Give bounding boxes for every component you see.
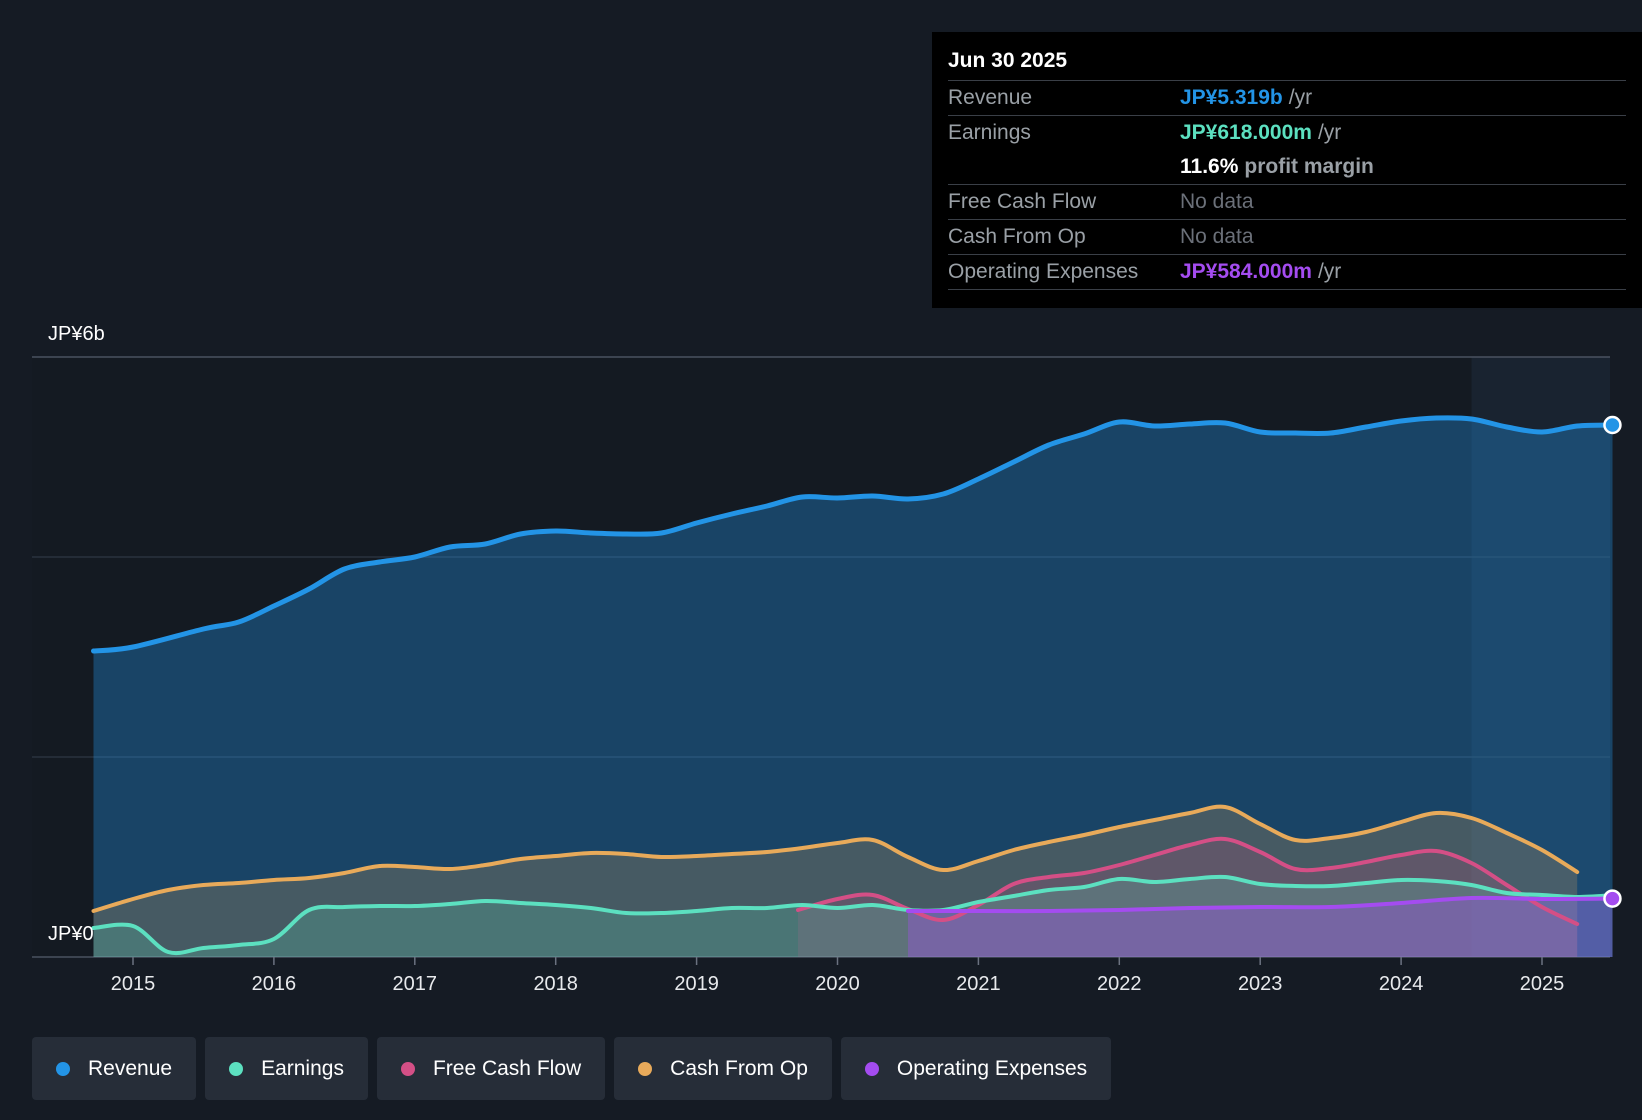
marker-revenue	[1603, 415, 1622, 435]
series-lines	[91, 415, 1622, 956]
legend-label: Cash From Op	[670, 1056, 808, 1080]
x-tick-label: 2024	[1379, 973, 1424, 995]
x-tick-label: 2021	[956, 973, 1001, 995]
y-axis-bottom-label: JP¥0	[48, 923, 94, 945]
x-tick-label: 2015	[111, 973, 156, 995]
tooltip-row-cfo: Cash From Op No data	[948, 220, 1626, 255]
tooltip-value: No data	[1180, 225, 1254, 248]
line-earnings	[91, 874, 1615, 956]
line-cfo	[91, 804, 1580, 913]
tooltip-value: JP¥584.000m	[1180, 260, 1312, 283]
tooltip: Jun 30 2025 Revenue JP¥5.319b /yr Earnin…	[932, 32, 1642, 308]
tooltip-unit: /yr	[1288, 86, 1313, 109]
area-revenue	[93, 417, 1613, 957]
x-tick-label: 2016	[252, 973, 297, 995]
tooltip-value: JP¥618.000m	[1180, 121, 1312, 144]
grid	[32, 356, 1610, 958]
area-earnings	[93, 876, 1613, 957]
line-opex	[906, 895, 1615, 914]
tooltip-label: Earnings	[948, 121, 1031, 144]
x-tick-label: 2020	[815, 973, 860, 995]
tooltip-row-revenue: Revenue JP¥5.319b /yr	[948, 81, 1626, 116]
tooltip-label: Cash From Op	[948, 225, 1086, 248]
tooltip-value: JP¥5.319b	[1180, 86, 1283, 109]
legend-dot-icon	[229, 1061, 244, 1076]
tooltip-label: Operating Expenses	[948, 260, 1139, 283]
area-opex	[908, 897, 1613, 957]
legend-label: Earnings	[261, 1056, 344, 1080]
tooltip-date: Jun 30 2025	[948, 46, 1626, 81]
tooltip-value: 11.6%	[1180, 155, 1239, 178]
plot-background	[32, 357, 1610, 957]
tooltip-label: Free Cash Flow	[948, 190, 1097, 213]
tooltip-row-earnings: Earnings JP¥618.000m /yr	[948, 116, 1626, 150]
area-fcf	[798, 838, 1578, 957]
line-revenue	[91, 415, 1615, 654]
legend-label: Operating Expenses	[896, 1056, 1088, 1080]
tooltip-row-opex: Operating Expenses JP¥584.000m /yr	[948, 255, 1626, 290]
x-tick-label: 2017	[393, 973, 438, 995]
legend-dot-icon	[864, 1061, 879, 1076]
x-tick-label: 2022	[1097, 973, 1142, 995]
legend-dot-icon	[400, 1061, 415, 1076]
line-fcf	[796, 836, 1580, 926]
legend-dot-icon	[638, 1061, 653, 1076]
y-axis-top-label: JP¥6b	[48, 323, 105, 345]
tooltip-unit: profit margin	[1244, 155, 1374, 178]
tooltip-row-margin: 11.6% profit margin	[948, 150, 1626, 185]
legend-item-opex[interactable]: Operating Expenses	[840, 1037, 1112, 1100]
tooltip-unit: /yr	[1317, 121, 1342, 144]
tooltip-value: No data	[1180, 190, 1254, 213]
series-areas	[93, 417, 1613, 957]
x-tick-label: 2019	[674, 973, 719, 995]
legend-label: Revenue	[88, 1056, 173, 1080]
legend: Revenue Earnings Free Cash Flow Cash Fro…	[32, 1037, 1112, 1100]
x-tick-label: 2025	[1520, 973, 1565, 995]
legend-item-cfo[interactable]: Cash From Op	[614, 1037, 832, 1100]
area-cfo	[93, 806, 1578, 957]
legend-item-earnings[interactable]: Earnings	[205, 1037, 368, 1100]
tooltip-label: Revenue	[948, 86, 1033, 109]
recent-period-shade	[1471, 357, 1610, 957]
x-axis-ticks: 2015 2016 2017 2018 2019 2020 2021 2022 2023 2024…	[111, 957, 1565, 995]
tooltip-row-fcf: Free Cash Flow No data	[948, 185, 1626, 220]
legend-label: Free Cash Flow	[432, 1056, 582, 1080]
legend-item-revenue[interactable]: Revenue	[32, 1037, 197, 1100]
x-tick-label: 2018	[533, 973, 578, 995]
marker-opex	[1603, 889, 1622, 908]
tooltip-unit: /yr	[1317, 260, 1342, 283]
legend-item-fcf[interactable]: Free Cash Flow	[376, 1037, 606, 1100]
x-tick-label: 2023	[1238, 973, 1283, 995]
legend-dot-icon	[56, 1061, 70, 1076]
